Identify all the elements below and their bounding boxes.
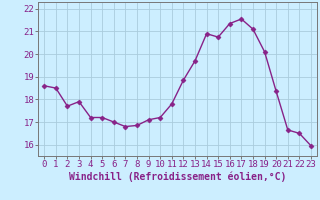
X-axis label: Windchill (Refroidissement éolien,°C): Windchill (Refroidissement éolien,°C) [69, 172, 286, 182]
